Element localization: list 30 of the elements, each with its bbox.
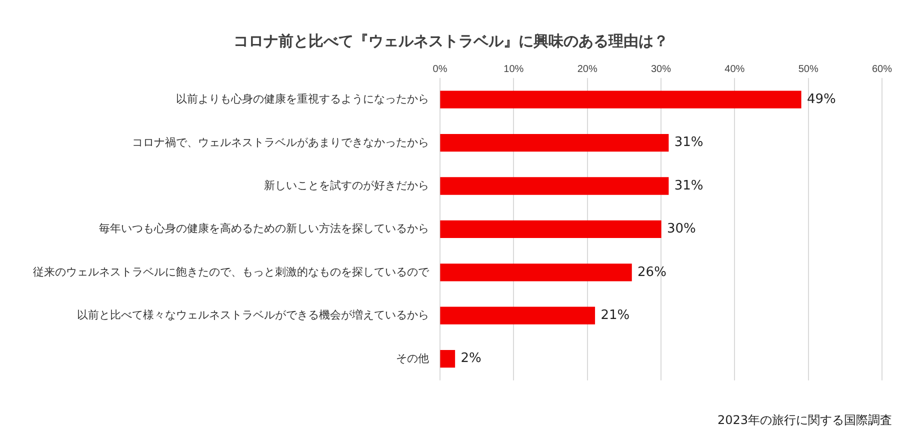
x-tick-label: 30% bbox=[650, 64, 672, 75]
x-tick-label: 20% bbox=[577, 64, 598, 75]
bar bbox=[440, 220, 662, 238]
data-label: 21% bbox=[600, 308, 630, 323]
y-tick-label: 以前よりも心身の健康を重視するようになったから bbox=[176, 92, 429, 106]
y-tick-label: 毎年いつも心身の健康を高めるための新しい方法を探しているから bbox=[99, 222, 429, 236]
x-tick-label: 60% bbox=[872, 64, 892, 75]
bar bbox=[440, 90, 802, 108]
x-tick-label: 0% bbox=[432, 64, 448, 75]
x-tick-label: 10% bbox=[504, 64, 524, 75]
data-label: 26% bbox=[638, 264, 666, 280]
chart-title: コロナ前と比べて『ウェルネストラベル』に興味のある理由は？ bbox=[232, 32, 670, 51]
y-tick-label: 以前と比べて様々なウェルネストラベルができる機会が増えているから bbox=[77, 308, 429, 322]
bar bbox=[440, 264, 632, 282]
y-tick-label: 従来のウェルネストラベルに飽きたので、もっと刺激的なものを探しているので bbox=[33, 265, 430, 278]
bar bbox=[440, 306, 596, 324]
x-tick-label: 50% bbox=[798, 64, 818, 75]
data-label: 30% bbox=[667, 222, 696, 237]
y-tick-label: その他 bbox=[396, 352, 429, 365]
data-label: 49% bbox=[806, 92, 836, 107]
text: 2023年の旅行に関する国際調査 bbox=[717, 412, 892, 429]
bar bbox=[440, 134, 669, 152]
x-tick-label: 40% bbox=[724, 64, 745, 75]
y-tick-label: 新しいことを試すのが好きだから bbox=[264, 179, 429, 192]
bar bbox=[440, 350, 456, 368]
bar bbox=[440, 177, 669, 195]
data-label: 31% bbox=[674, 135, 704, 150]
data-label: 31% bbox=[674, 178, 704, 194]
data-label: 2% bbox=[460, 351, 482, 366]
y-tick-label: コロナ禍で、ウェルネストラベルがあまりできなかったから bbox=[132, 136, 429, 149]
